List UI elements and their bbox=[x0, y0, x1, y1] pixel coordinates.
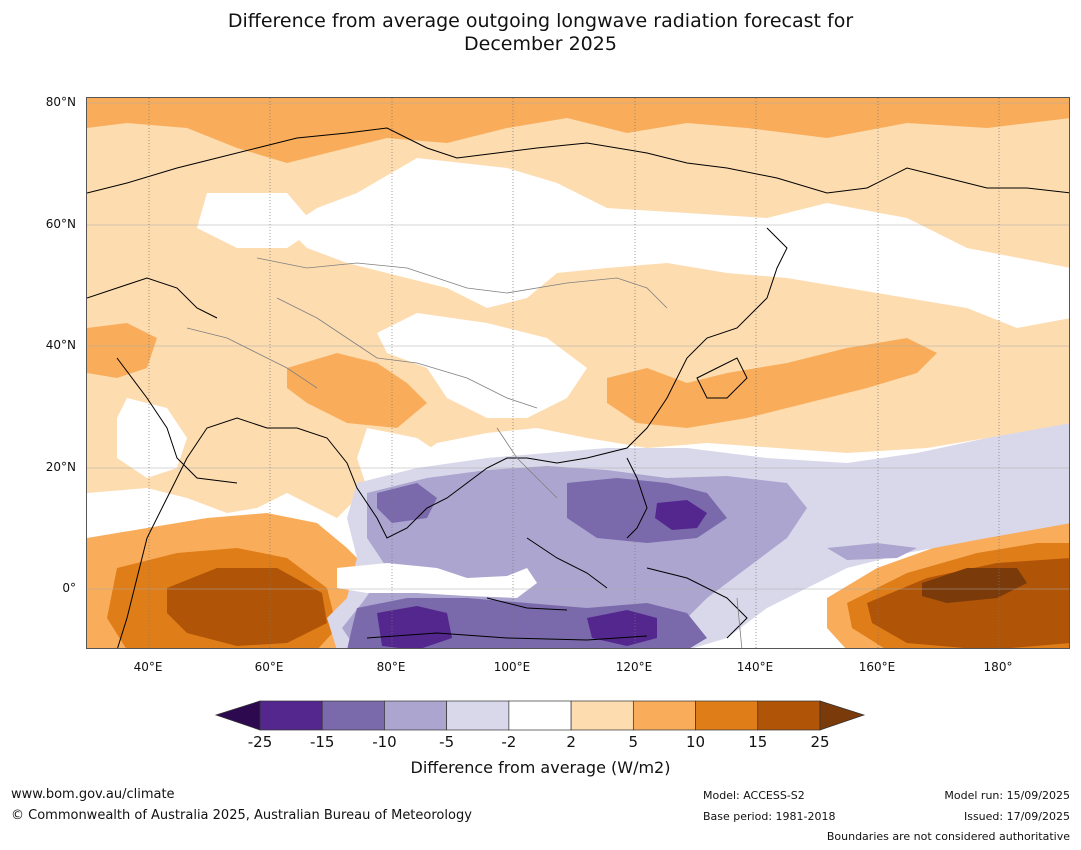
colorbar-tick-label: -2 bbox=[501, 733, 517, 751]
anomaly-region-darkpurple-philippines bbox=[655, 500, 707, 530]
map-panel bbox=[86, 97, 1070, 649]
lon-label-180: 180° bbox=[983, 660, 1013, 674]
footer-disclaimer: Boundaries are not considered authoritat… bbox=[826, 830, 1070, 843]
title-line-1: Difference from average outgoing longwav… bbox=[227, 10, 854, 32]
colorbar-tick-label: -15 bbox=[309, 733, 335, 751]
lon-label-80e: 80°E bbox=[376, 660, 406, 674]
colorbar-min-arrow bbox=[214, 700, 261, 731]
colorbar-segment bbox=[632, 700, 696, 731]
title-line-2: December 2025 bbox=[464, 33, 617, 55]
lon-label-160e: 160°E bbox=[858, 660, 896, 674]
footer-model: Model: ACCESS-S2 bbox=[703, 789, 805, 802]
anomaly-region-darkpurple-indonesia bbox=[377, 606, 452, 648]
footer-issued: Issued: 17/09/2025 bbox=[963, 810, 1070, 823]
colorbar bbox=[214, 700, 866, 731]
latitude-gridlines bbox=[87, 102, 1069, 590]
anomaly-region-brown-indian-ocean bbox=[167, 568, 327, 646]
colorbar-label: Difference from average (W/m2) bbox=[410, 758, 671, 777]
anomaly-region-orange-eastasia bbox=[607, 338, 937, 428]
lat-label-60n: 60°N bbox=[45, 217, 76, 231]
lat-label-20n: 20°N bbox=[45, 460, 76, 474]
lon-label-100e: 100°E bbox=[493, 660, 531, 674]
footer-base-period: Base period: 1981-2018 bbox=[703, 810, 836, 823]
footer-website[interactable]: www.bom.gov.au/climate bbox=[11, 787, 175, 802]
colorbar-tick-label: 2 bbox=[566, 733, 576, 751]
colorbar-tick-label: 25 bbox=[810, 733, 830, 751]
lon-label-120e: 120°E bbox=[615, 660, 653, 674]
colorbar-tick-label: 5 bbox=[628, 733, 639, 751]
lat-label-0: 0° bbox=[62, 581, 76, 595]
anomaly-region-orange-tibet bbox=[287, 353, 427, 428]
anomaly-region-white-siberia bbox=[287, 158, 1069, 328]
footer-copyright: © Commonwealth of Australia 2025, Austra… bbox=[11, 808, 472, 823]
colorbar-segment bbox=[570, 700, 634, 731]
anomaly-map bbox=[87, 98, 1069, 648]
lat-label-80n: 80°N bbox=[45, 95, 76, 109]
anomaly-region-lightpurple-pacific bbox=[827, 543, 917, 560]
map-title: Difference from average outgoing longwav… bbox=[0, 10, 1081, 56]
anomaly-region-white-russia-west bbox=[197, 193, 317, 248]
colorbar-segment bbox=[695, 700, 759, 731]
anomaly-region-white-tibet bbox=[377, 313, 587, 418]
anomaly-region-orange-arctic bbox=[87, 98, 1069, 163]
lon-label-60e: 60°E bbox=[254, 660, 284, 674]
lon-label-40e: 40°E bbox=[133, 660, 163, 674]
anomaly-region-white-mideast bbox=[117, 398, 187, 478]
anomaly-region-orange-arabia bbox=[87, 323, 157, 378]
colorbar-segment bbox=[757, 700, 821, 731]
colorbar-tick-label: 10 bbox=[686, 733, 706, 751]
colorbar-tick-label: 15 bbox=[748, 733, 768, 751]
colorbar-tick-label: -10 bbox=[372, 733, 397, 751]
lon-label-140e: 140°E bbox=[736, 660, 774, 674]
colorbar-max-arrow bbox=[819, 700, 866, 731]
colorbar-tick-label: -5 bbox=[439, 733, 455, 751]
anomaly-region-darkbrown-pacific bbox=[922, 568, 1027, 603]
footer-model-run: Model run: 15/09/2025 bbox=[944, 789, 1070, 802]
longitude-gridlines bbox=[148, 98, 1000, 648]
colorbar-segment bbox=[321, 700, 385, 731]
colorbar-segment bbox=[446, 700, 510, 731]
anomaly-region-lavender-pacific bbox=[807, 493, 987, 533]
coastlines bbox=[87, 127, 1069, 648]
lat-label-40n: 40°N bbox=[45, 338, 76, 352]
colorbar-segment bbox=[508, 700, 572, 731]
colorbar-tick-label: -25 bbox=[247, 733, 273, 751]
country-borders bbox=[186, 257, 743, 648]
colorbar-segment bbox=[384, 700, 448, 731]
colorbar-segment bbox=[259, 700, 323, 731]
